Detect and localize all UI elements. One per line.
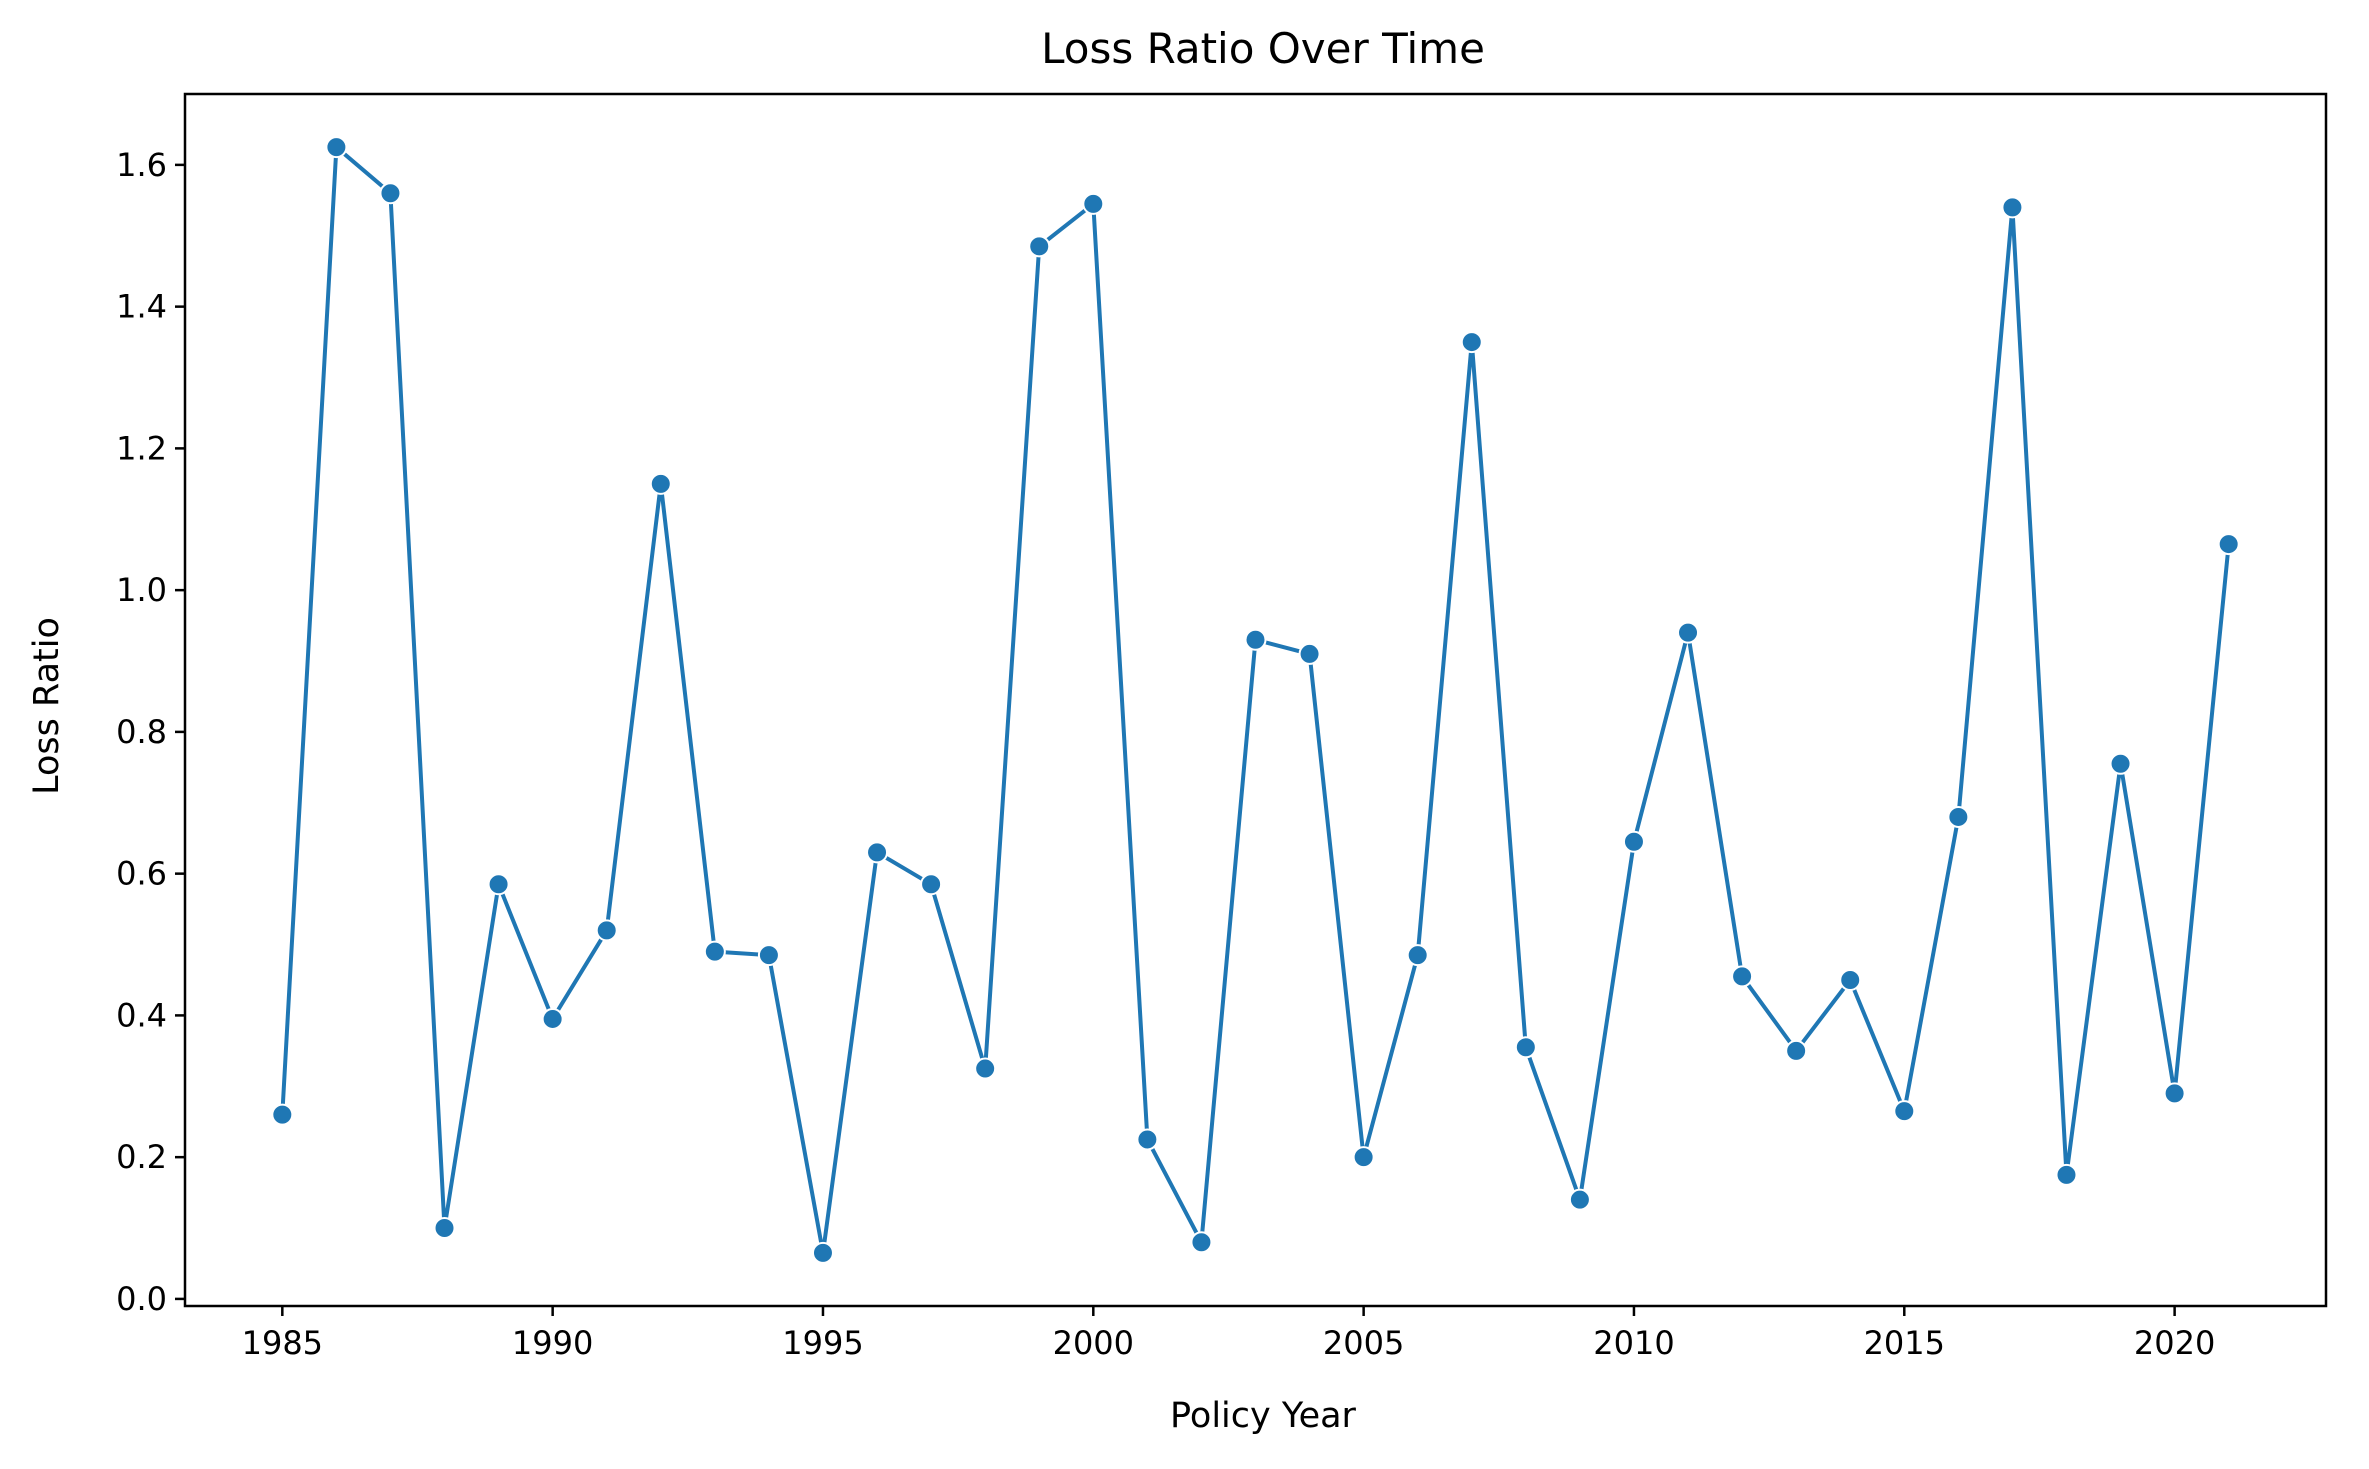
y-tick-label: 0.6 <box>116 855 167 893</box>
data-point <box>379 182 402 205</box>
data-point <box>595 919 618 942</box>
data-point <box>1298 642 1321 665</box>
series-line <box>280 145 2231 1255</box>
data-point <box>757 944 780 967</box>
x-tick-label: 1985 <box>242 1324 323 1362</box>
axis-ticks: 1985 1990 1995 2000 2005 2010 2015 2020 0.0 0.2 0.… <box>116 146 2215 1362</box>
x-tick-label: 2015 <box>1864 1324 1945 1362</box>
data-point <box>271 1103 294 1126</box>
data-point <box>1893 1100 1916 1123</box>
data-point <box>2217 533 2240 556</box>
data-point <box>2055 1163 2078 1186</box>
data-point <box>1460 331 1483 354</box>
x-tick-label: 2000 <box>1053 1324 1134 1362</box>
data-point <box>974 1057 997 1080</box>
data-point <box>811 1241 834 1264</box>
data-point <box>2109 752 2132 775</box>
data-point <box>325 136 348 159</box>
data-point <box>1352 1146 1375 1169</box>
data-point <box>1568 1188 1591 1211</box>
data-point <box>1190 1231 1213 1254</box>
y-tick-label: 1.0 <box>116 571 167 609</box>
series-loss-ratio <box>271 136 2240 1264</box>
data-point <box>487 873 510 896</box>
data-point <box>1839 968 1862 991</box>
data-point <box>1514 1036 1537 1059</box>
plot-frame <box>183 92 2328 1308</box>
data-point <box>433 1217 456 1240</box>
y-tick-label: 0.2 <box>116 1138 167 1176</box>
x-tick-label: 1990 <box>512 1324 593 1362</box>
data-point <box>1028 235 1051 258</box>
data-point <box>1677 621 1700 644</box>
data-point <box>703 940 726 963</box>
data-point <box>866 841 889 864</box>
y-tick-label: 0.0 <box>116 1280 167 1318</box>
y-tick-label: 1.6 <box>116 146 167 184</box>
data-point <box>1082 192 1105 215</box>
data-point <box>1947 805 1970 828</box>
x-axis-label: Policy Year <box>1170 1396 1357 1436</box>
y-tick-label: 0.4 <box>116 996 167 1034</box>
x-tick-label: 2005 <box>1323 1324 1404 1362</box>
data-point <box>2001 196 2024 219</box>
y-axis-label: Loss Ratio <box>27 617 67 795</box>
data-point <box>1244 628 1267 651</box>
plot-area <box>183 92 2328 1308</box>
data-point <box>1406 944 1429 967</box>
y-tick-label: 1.2 <box>116 429 167 467</box>
data-point <box>1622 830 1645 853</box>
data-point <box>1136 1128 1159 1151</box>
data-point <box>649 472 672 495</box>
chart-title: Loss Ratio Over Time <box>1041 24 1485 73</box>
x-tick-label: 1995 <box>782 1324 863 1362</box>
y-tick-label: 0.8 <box>116 713 167 751</box>
data-point <box>541 1007 564 1030</box>
x-tick-label: 2010 <box>1593 1324 1674 1362</box>
data-point <box>2163 1082 2186 1105</box>
data-point <box>920 873 943 896</box>
data-point <box>1731 965 1754 988</box>
x-tick-label: 2020 <box>2134 1324 2215 1362</box>
y-tick-label: 1.4 <box>116 288 167 326</box>
data-point <box>1785 1039 1808 1062</box>
